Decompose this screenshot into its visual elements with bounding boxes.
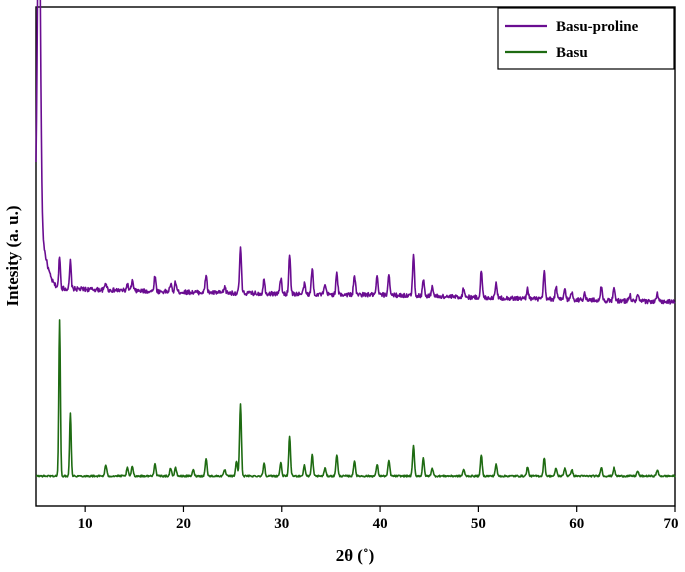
- x-tick-label: 60: [569, 516, 584, 532]
- series-line-basu-proline: [35, 0, 676, 305]
- series-layer: [35, 0, 676, 478]
- x-tick-label: 20: [176, 516, 191, 532]
- x-tick-label: 10: [78, 516, 93, 532]
- legend-label-basu-proline: Basu-proline: [556, 19, 639, 35]
- x-axis-title: 2θ (˚): [336, 546, 375, 565]
- x-tick-label: 70: [664, 516, 679, 532]
- y-axis-title: Intesity (a. u.): [3, 205, 22, 306]
- x-tick-label: 50: [471, 516, 486, 532]
- series-line-basu: [35, 319, 676, 478]
- legend: Basu-proline Basu: [497, 7, 675, 70]
- x-tick-label: 30: [274, 516, 289, 532]
- legend-label-basu: Basu: [556, 45, 588, 61]
- plot-frame: [35, 6, 676, 507]
- x-axis: 10 20 30 40 50 60 70: [78, 506, 679, 532]
- x-tick-label: 40: [373, 516, 388, 532]
- legend-box: [497, 7, 675, 70]
